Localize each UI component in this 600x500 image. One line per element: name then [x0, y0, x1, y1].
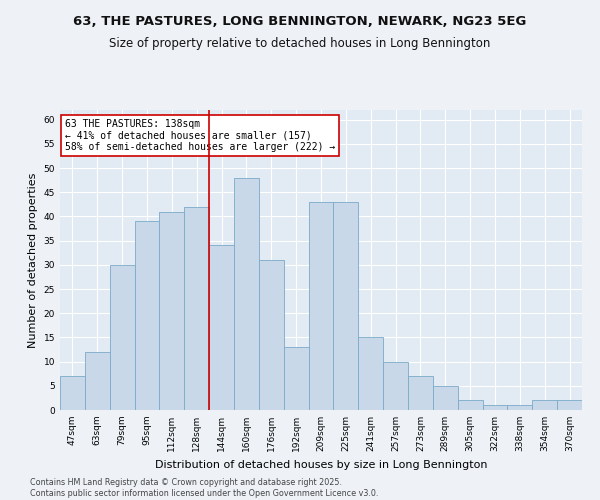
Text: Contains HM Land Registry data © Crown copyright and database right 2025.
Contai: Contains HM Land Registry data © Crown c… — [30, 478, 379, 498]
Text: 63 THE PASTURES: 138sqm
← 41% of detached houses are smaller (157)
58% of semi-d: 63 THE PASTURES: 138sqm ← 41% of detache… — [65, 119, 335, 152]
Bar — [383, 362, 408, 410]
Bar — [85, 352, 110, 410]
Bar — [408, 376, 433, 410]
Bar — [110, 265, 134, 410]
X-axis label: Distribution of detached houses by size in Long Bennington: Distribution of detached houses by size … — [155, 460, 487, 469]
Bar — [134, 222, 160, 410]
Bar — [259, 260, 284, 410]
Bar — [184, 207, 209, 410]
Bar — [532, 400, 557, 410]
Bar — [557, 400, 582, 410]
Bar — [358, 338, 383, 410]
Text: Size of property relative to detached houses in Long Bennington: Size of property relative to detached ho… — [109, 38, 491, 51]
Bar — [284, 347, 308, 410]
Text: 63, THE PASTURES, LONG BENNINGTON, NEWARK, NG23 5EG: 63, THE PASTURES, LONG BENNINGTON, NEWAR… — [73, 15, 527, 28]
Bar — [482, 405, 508, 410]
Bar — [209, 246, 234, 410]
Bar — [160, 212, 184, 410]
Bar — [458, 400, 482, 410]
Bar — [308, 202, 334, 410]
Bar — [234, 178, 259, 410]
Bar — [433, 386, 458, 410]
Bar — [508, 405, 532, 410]
Bar — [60, 376, 85, 410]
Y-axis label: Number of detached properties: Number of detached properties — [28, 172, 38, 348]
Bar — [334, 202, 358, 410]
